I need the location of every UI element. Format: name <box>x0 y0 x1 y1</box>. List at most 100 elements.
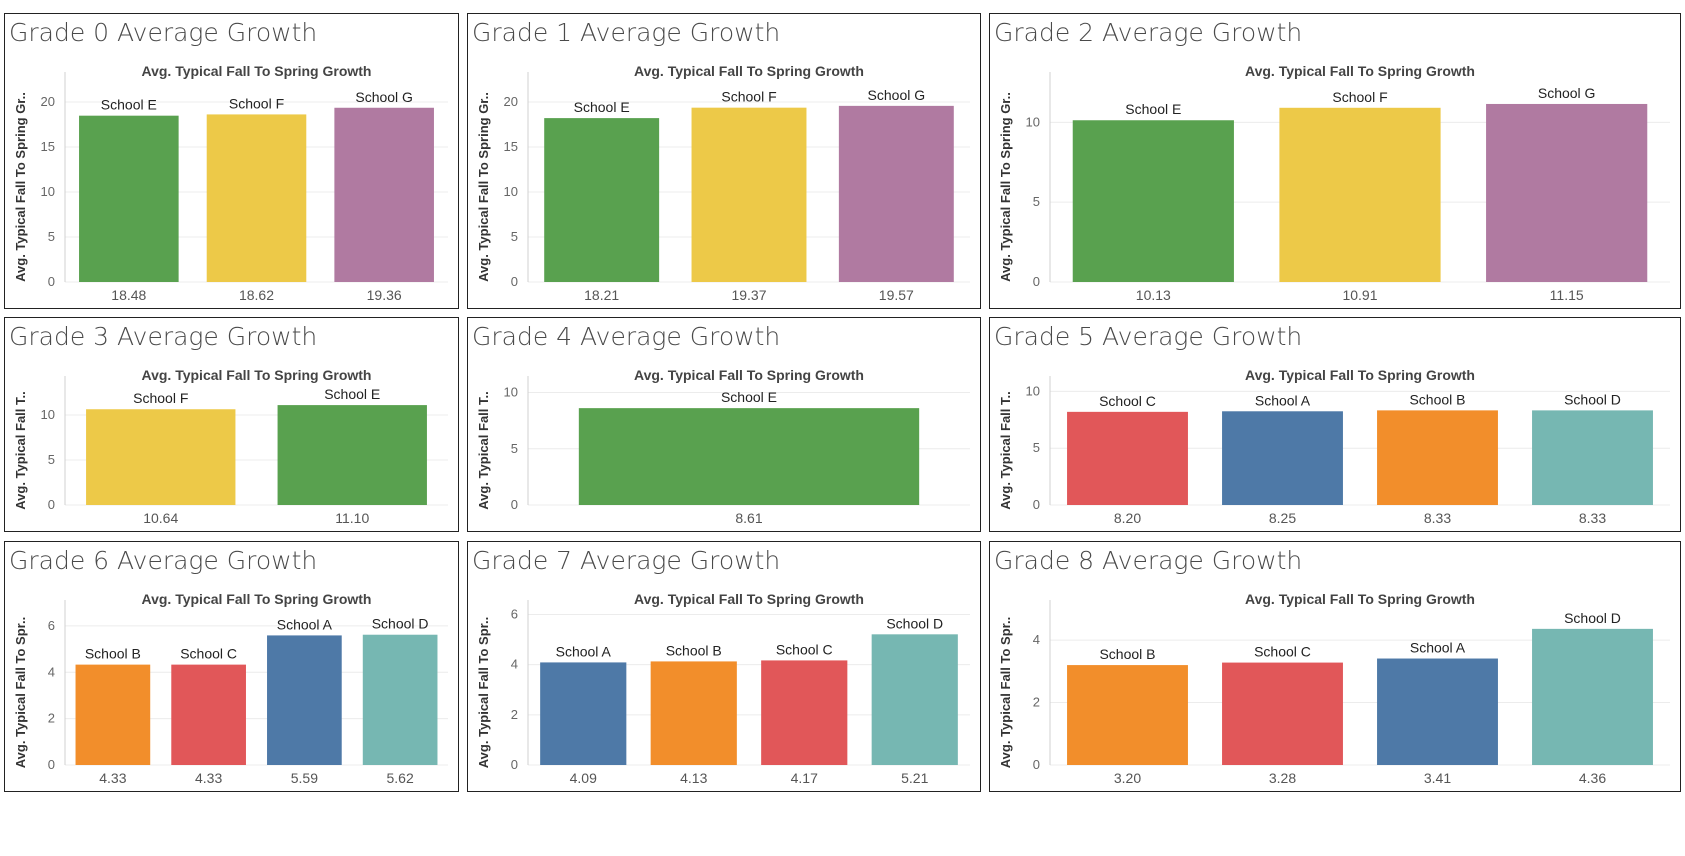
bar-category-label: School A <box>1255 392 1311 408</box>
bar[interactable] <box>1532 410 1653 505</box>
bar-category-label: School B <box>1409 391 1465 407</box>
y-tick-label: 2 <box>1033 695 1040 710</box>
y-axis-label: Avg. Typical Fall To Spring Gr.. <box>13 92 28 282</box>
bar[interactable] <box>277 405 427 505</box>
bar-value-label: 8.20 <box>1114 510 1141 526</box>
bar[interactable] <box>86 409 236 505</box>
chart-subtitle: Avg. Typical Fall To Spring Growth <box>1245 591 1475 607</box>
bar[interactable] <box>75 664 151 765</box>
y-tick-label: 5 <box>511 441 518 456</box>
bar-category-label: School B <box>85 646 141 662</box>
y-tick-label: 0 <box>511 274 518 289</box>
bar-value-label: 18.21 <box>584 287 619 303</box>
y-tick-label: 0 <box>48 274 55 289</box>
bar-chart: Avg. Typical Fall To Spring Growth Avg. T… <box>998 367 1670 526</box>
y-axis-label: Avg. Typical Fall To Spring Gr.. <box>476 92 491 282</box>
bar-chart: Avg. Typical Fall To Spring Growth Avg. T… <box>13 591 448 786</box>
bar[interactable] <box>650 661 737 765</box>
bar[interactable] <box>1377 410 1498 505</box>
bar-chart: Avg. Typical Fall To Spring Growth Avg. T… <box>476 367 970 526</box>
y-tick-label: 4 <box>511 657 518 672</box>
bar[interactable] <box>362 634 438 765</box>
bar[interactable] <box>334 107 434 282</box>
bar-category-label: School E <box>324 386 380 402</box>
y-tick-label: 5 <box>1033 440 1040 455</box>
chart-panel-5: Grade 5 Average Growth Avg. Typical Fall … <box>989 317 1681 532</box>
bar-value-label: 8.61 <box>735 510 762 526</box>
bar-category-label: School D <box>372 616 429 632</box>
y-tick-label: 5 <box>48 452 55 467</box>
y-tick-label: 10 <box>504 184 518 199</box>
chart-subtitle: Avg. Typical Fall To Spring Growth <box>634 63 864 79</box>
y-axis-label: Avg. Typical Fall To Spr.. <box>13 617 28 768</box>
bar[interactable] <box>578 408 920 505</box>
bar-category-label: School C <box>776 641 833 657</box>
chart-panel-3: Grade 3 Average Growth Avg. Typical Fall … <box>4 317 459 532</box>
bar-value-label: 5.62 <box>387 770 414 786</box>
chart-panel-2: Grade 2 Average Growth Avg. Typical Fall … <box>989 13 1681 309</box>
y-tick-label: 4 <box>1033 632 1040 647</box>
y-tick-label: 10 <box>1026 114 1040 129</box>
bar[interactable] <box>1067 411 1188 505</box>
bar[interactable] <box>1532 628 1653 765</box>
chart-panel-7: Grade 7 Average Growth Avg. Typical Fall … <box>467 541 981 792</box>
bar[interactable] <box>838 105 954 283</box>
bar-chart: Avg. Typical Fall To Spring Growth Avg. T… <box>998 63 1670 303</box>
bar[interactable] <box>1222 662 1343 765</box>
bar-value-label: 19.36 <box>367 287 402 303</box>
bar[interactable] <box>1377 658 1498 765</box>
y-axis-label: Avg. Typical Fall T.. <box>476 391 491 509</box>
bar[interactable] <box>544 118 660 282</box>
y-tick-label: 2 <box>48 711 55 726</box>
bar[interactable] <box>206 114 307 282</box>
bar-category-label: School A <box>1410 640 1466 656</box>
y-tick-label: 15 <box>41 139 55 154</box>
bar-chart: Avg. Typical Fall To Spring Growth Avg. T… <box>998 591 1670 786</box>
bar[interactable] <box>871 634 958 765</box>
bar[interactable] <box>1067 665 1188 765</box>
bar[interactable] <box>1072 120 1234 283</box>
panel-title: Grade 7 Average Growth <box>472 546 781 575</box>
bar[interactable] <box>171 664 246 765</box>
bar[interactable] <box>691 107 807 282</box>
bar[interactable] <box>267 635 342 765</box>
chart-panel-0: Grade 0 Average Growth Avg. Typical Fall … <box>4 13 459 309</box>
panel-title: Grade 0 Average Growth <box>9 18 318 47</box>
bar-category-label: School B <box>666 642 722 658</box>
bar[interactable] <box>1279 107 1441 283</box>
bar-category-label: School F <box>229 95 284 111</box>
bar[interactable] <box>1486 103 1648 282</box>
y-tick-label: 5 <box>511 229 518 244</box>
bar[interactable] <box>1222 411 1343 505</box>
bar-value-label: 5.59 <box>291 770 318 786</box>
y-tick-label: 0 <box>1033 497 1040 512</box>
bar-category-label: School D <box>1564 391 1621 407</box>
bar-chart: Avg. Typical Fall To Spring Growth Avg. T… <box>13 367 448 526</box>
bar-chart: Avg. Typical Fall To Spring Growth Avg. T… <box>13 63 448 303</box>
bar-category-label: School A <box>556 643 612 659</box>
chart-panel-8: Grade 8 Average Growth Avg. Typical Fall … <box>989 541 1681 792</box>
bar-value-label: 19.57 <box>879 287 914 303</box>
chart-subtitle: Avg. Typical Fall To Spring Growth <box>634 591 864 607</box>
bar-category-label: School F <box>1332 89 1387 105</box>
y-axis-label: Avg. Typical Fall T.. <box>13 391 28 509</box>
bar-value-label: 10.13 <box>1136 287 1171 303</box>
bar-value-label: 4.33 <box>99 770 126 786</box>
bar[interactable] <box>540 662 627 765</box>
y-tick-label: 0 <box>511 757 518 772</box>
bar[interactable] <box>761 660 848 765</box>
panel-title: Grade 1 Average Growth <box>472 18 781 47</box>
bar-category-label: School F <box>721 89 776 105</box>
bar-category-label: School G <box>355 89 413 105</box>
y-tick-label: 20 <box>504 94 518 109</box>
bar-category-label: School C <box>1254 644 1311 660</box>
y-tick-label: 0 <box>48 757 55 772</box>
y-tick-label: 10 <box>504 385 518 400</box>
y-tick-label: 6 <box>511 607 518 622</box>
y-axis-label: Avg. Typical Fall T.. <box>998 391 1013 509</box>
bar-category-label: School B <box>1099 646 1155 662</box>
bar-value-label: 10.64 <box>143 510 178 526</box>
bar-category-label: School A <box>277 616 333 632</box>
bar[interactable] <box>79 115 179 283</box>
bar-category-label: School D <box>886 615 943 631</box>
